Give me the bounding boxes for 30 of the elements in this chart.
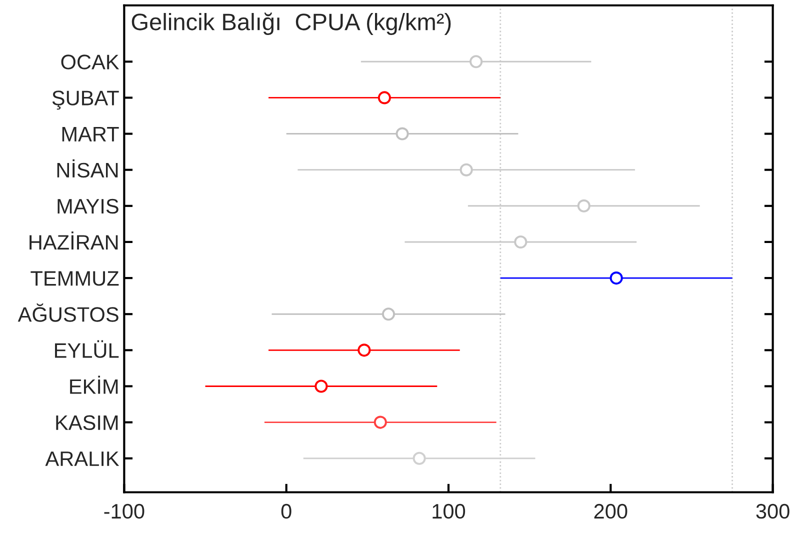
y-tick-label: KASIM bbox=[56, 415, 118, 430]
point bbox=[374, 416, 387, 429]
y-tick-label: OCAK bbox=[61, 54, 120, 70]
y-tick-label: HAZİRAN bbox=[30, 232, 118, 250]
y-tick-label: EKİM bbox=[70, 376, 118, 394]
point bbox=[577, 199, 590, 212]
x-tick-label: 300 bbox=[756, 504, 790, 519]
point bbox=[514, 235, 528, 249]
point bbox=[460, 163, 473, 176]
x-tick-label: 0 bbox=[281, 504, 292, 519]
point bbox=[610, 272, 623, 285]
y-tick-label: TEMMUZ bbox=[30, 271, 119, 286]
y-tick-label: AĞUSTOS bbox=[18, 304, 118, 322]
point bbox=[378, 91, 391, 104]
point bbox=[396, 127, 409, 140]
point bbox=[412, 452, 426, 465]
y-tick-label: NİSAN bbox=[57, 159, 118, 178]
y-tick-label: MART bbox=[62, 126, 119, 142]
x-tick-label: 100 bbox=[432, 504, 466, 519]
point bbox=[314, 380, 328, 393]
point bbox=[358, 344, 371, 357]
point bbox=[470, 55, 483, 68]
x-tick-label: 200 bbox=[594, 504, 628, 519]
y-tick-label: ŞUBAT bbox=[52, 90, 119, 110]
x-tick-label: -100 bbox=[104, 504, 144, 519]
point bbox=[382, 308, 396, 321]
chart-title: Gelincik Balığı CPUA (kg/km²) bbox=[132, 12, 451, 35]
y-tick-label: ARALIK bbox=[45, 452, 120, 466]
y-tick-label: EYLÜL bbox=[55, 340, 119, 358]
y-tick-label: MAYIS bbox=[58, 198, 118, 214]
